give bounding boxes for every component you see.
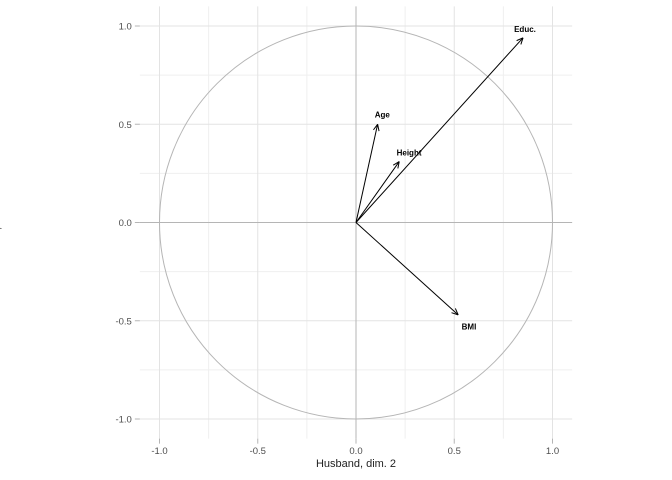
vector-arrow-bmi xyxy=(355,222,459,316)
vector-arrowhead-age xyxy=(377,124,380,132)
y-tick-label: 0.0 xyxy=(119,218,132,229)
y-tick-label: 0.5 xyxy=(119,120,132,131)
y-axis-title: Wife, dim. 2 xyxy=(0,194,3,253)
x-tick-label: 0.0 xyxy=(349,446,362,457)
vector-arrowhead-educ xyxy=(516,37,524,42)
vector-arrow-height xyxy=(355,161,400,223)
x-tick-label: 1.0 xyxy=(546,446,559,457)
y-tick-label: 1.0 xyxy=(119,22,132,33)
vector-label-age: Age xyxy=(375,110,391,119)
vector-arrowhead-height xyxy=(397,161,400,169)
x-tick-label: -0.5 xyxy=(250,446,266,457)
x-tick-label: -1.0 xyxy=(151,446,167,457)
vector-arrowhead-bmi xyxy=(454,308,459,316)
vector-arrow-educ xyxy=(355,37,524,223)
vector-label-educ: Educ. xyxy=(514,25,536,34)
vector-arrow-age xyxy=(355,124,379,223)
vector-label-bmi: BMI xyxy=(462,323,477,332)
vector-arrowhead-bmi xyxy=(451,312,459,316)
vector-arrowhead-age xyxy=(373,123,379,131)
y-tick-label: -1.0 xyxy=(115,415,131,426)
y-tick-label: -0.5 xyxy=(115,316,131,327)
x-tick-label: 0.5 xyxy=(448,446,461,457)
vector-arrowhead-height xyxy=(392,161,400,166)
x-axis-title: Husband, dim. 2 xyxy=(315,458,397,470)
vector-arrowhead-educ xyxy=(520,37,524,45)
vector-label-height: Height xyxy=(397,149,422,158)
unit-circle xyxy=(159,25,553,420)
